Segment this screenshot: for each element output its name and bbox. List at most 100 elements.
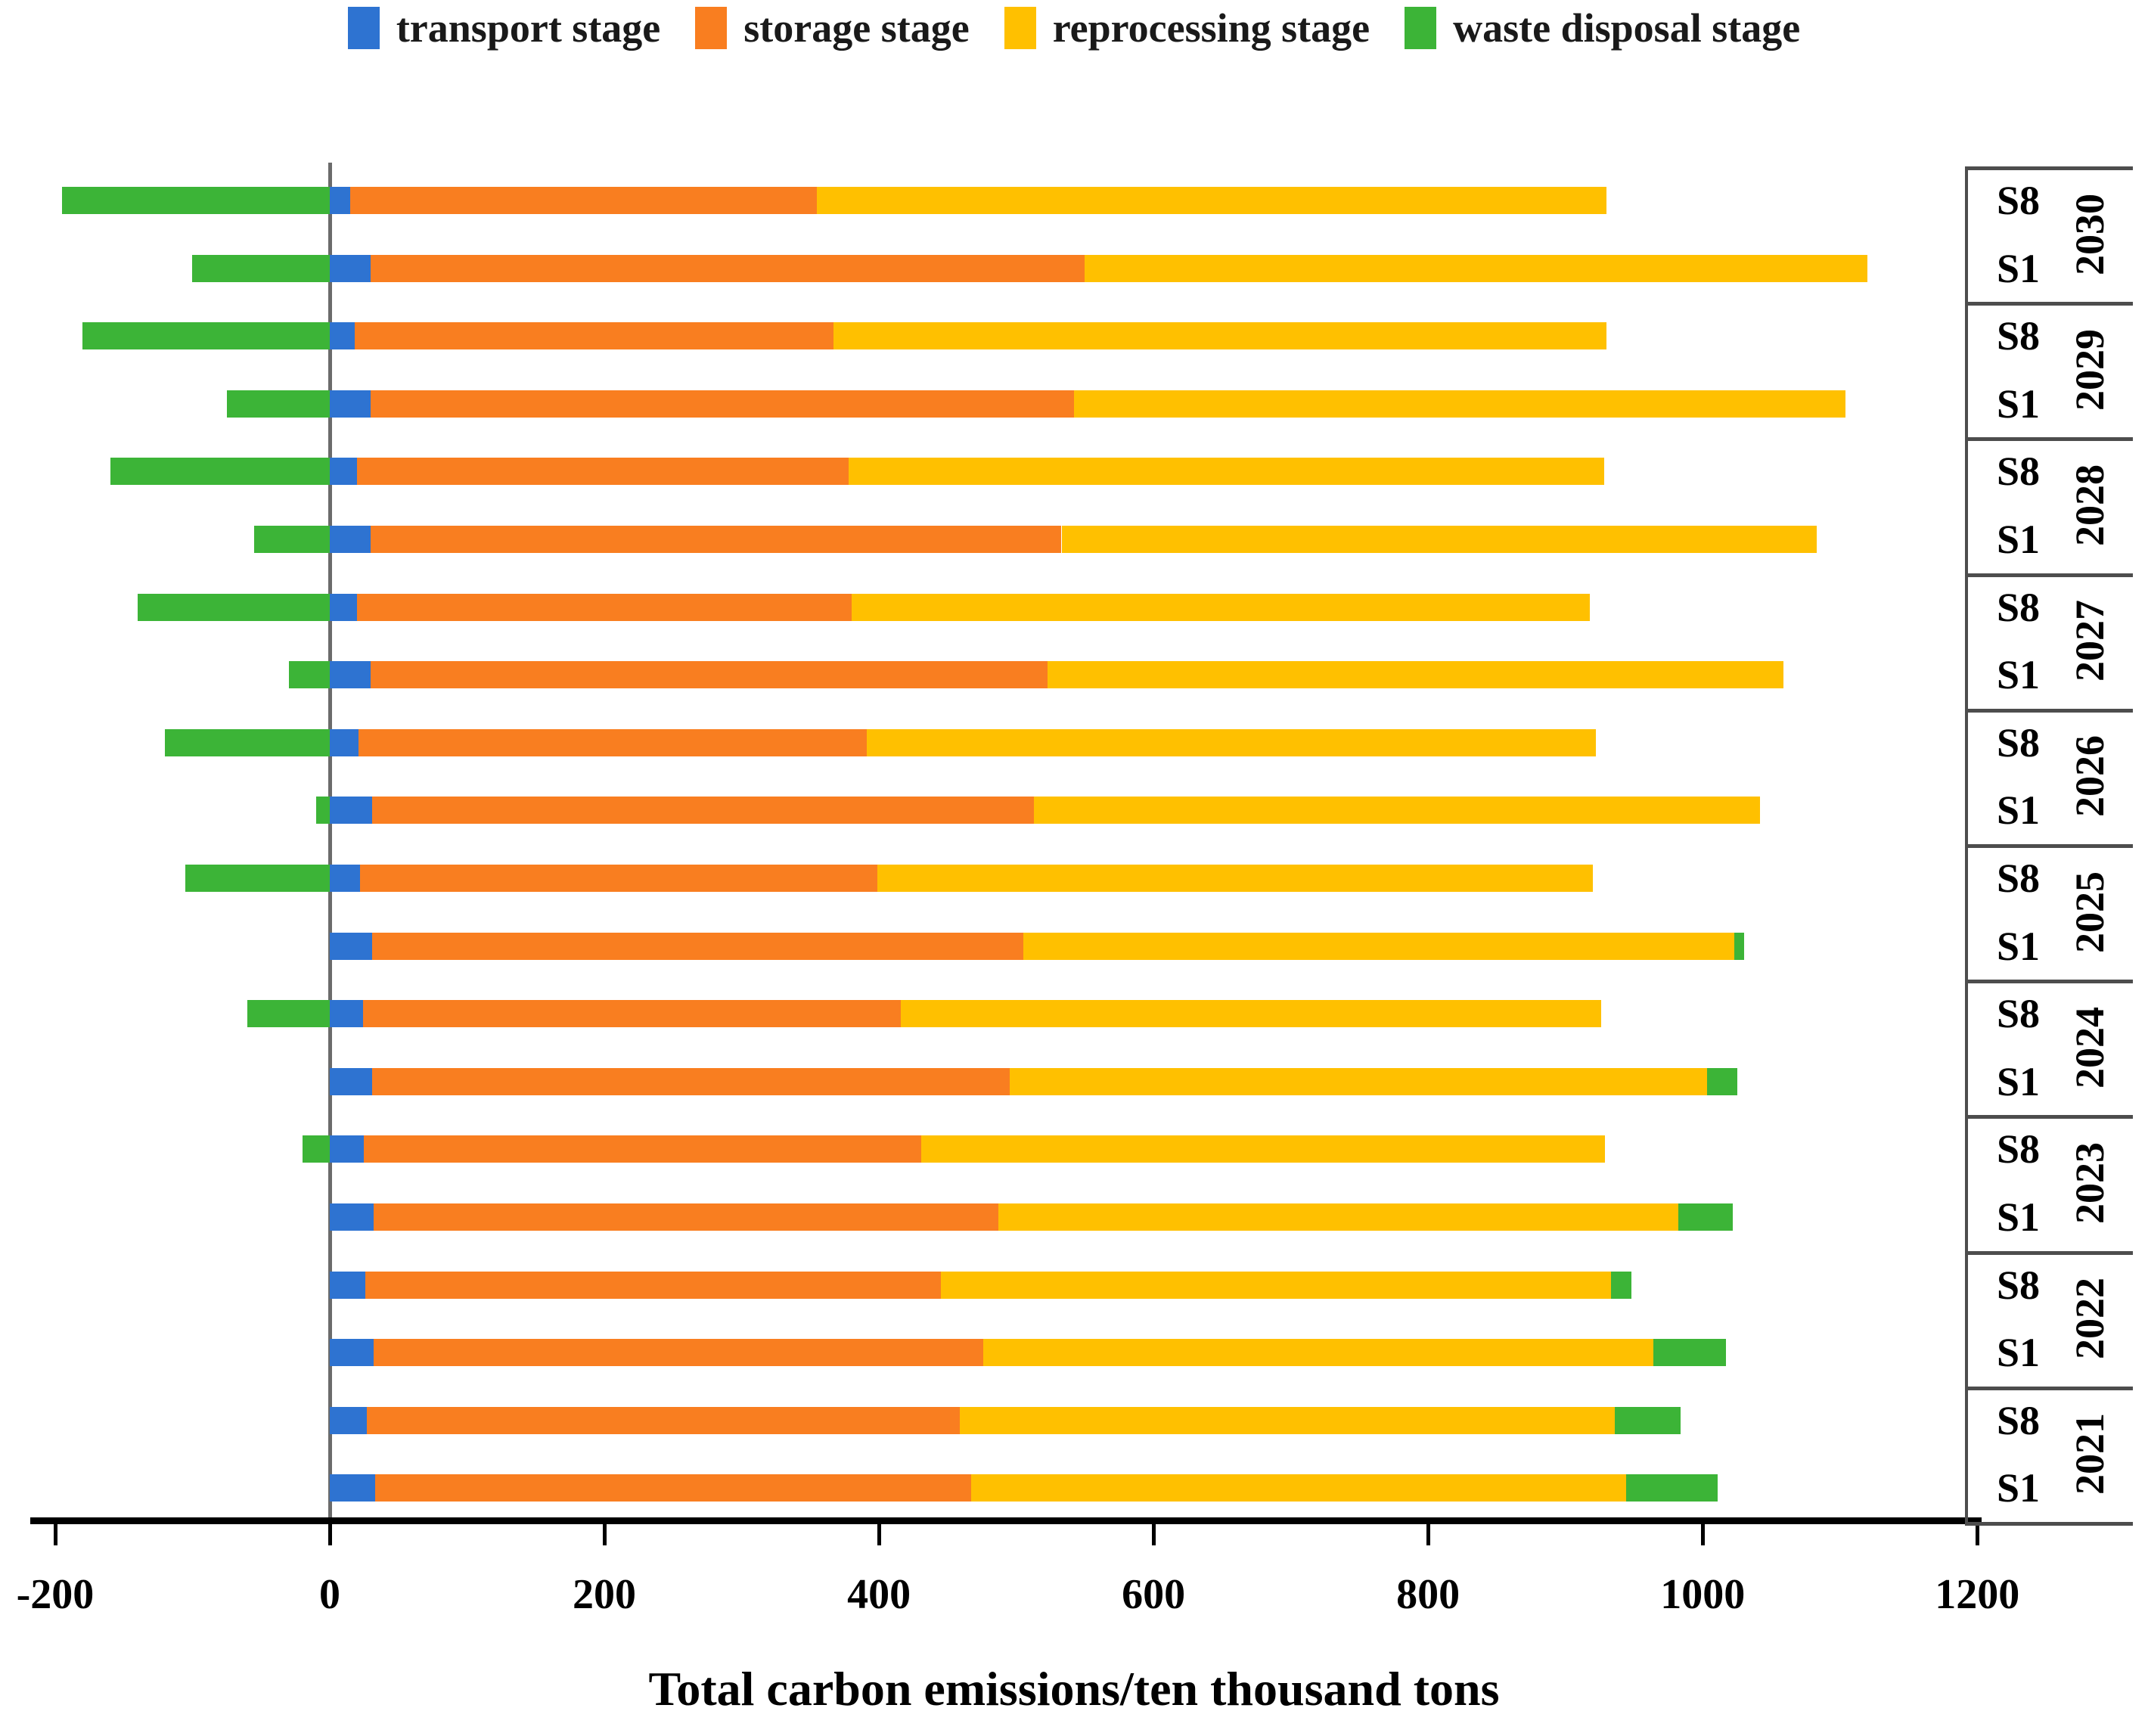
year-group-separator — [1965, 573, 2133, 577]
scenario-label: S8 — [1997, 991, 2041, 1037]
bar-segment-storage — [359, 728, 867, 756]
legend-label: waste disposal stage — [1453, 5, 1801, 51]
legend-label: storage stage — [743, 5, 970, 51]
bar-segment-reprocessing — [940, 1271, 1611, 1299]
year-label: 2025 — [2067, 871, 2112, 953]
year-label: 2024 — [2067, 1006, 2112, 1088]
legend-swatch-transport-stage — [347, 7, 380, 49]
bar-segment-waste-disposal — [1615, 1406, 1681, 1434]
bar-segment-transport — [330, 661, 371, 689]
bar-segment-transport — [330, 1000, 363, 1028]
bar-segment-reprocessing — [1061, 526, 1817, 553]
legend-swatch-waste-disposal-stage — [1405, 7, 1437, 49]
bar-segment-waste-disposal — [82, 322, 330, 350]
x-axis-tick-label: 1000 — [1660, 1571, 1746, 1618]
bar-segment-waste-disposal — [1734, 932, 1744, 960]
bar-segment-storage — [371, 390, 1074, 418]
scenario-label: S1 — [1997, 1058, 2041, 1104]
bar-segment-transport — [330, 593, 358, 621]
x-axis-title: Total carbon emissions/ten thousand tons — [648, 1662, 1500, 1716]
legend-label: reprocessing stage — [1052, 5, 1370, 51]
bar-segment-reprocessing — [998, 1203, 1678, 1231]
bar-segment-storage — [372, 932, 1023, 960]
x-axis-tick — [53, 1524, 57, 1545]
x-axis-tick — [877, 1524, 882, 1545]
bar-segment-reprocessing — [921, 1135, 1606, 1163]
scenario-label: S1 — [1997, 787, 2041, 834]
x-axis-tick-label: 400 — [847, 1571, 911, 1618]
bar-segment-storage — [371, 254, 1085, 282]
scenario-label: S8 — [1997, 1397, 2041, 1443]
bar-segment-transport — [330, 797, 373, 825]
bar-segment-waste-disposal — [110, 458, 330, 486]
year-group-separator — [1965, 1115, 2133, 1120]
year-label: 2026 — [2067, 735, 2112, 818]
year-group-separator — [1965, 302, 2133, 306]
x-axis-tick-label: 200 — [573, 1571, 637, 1618]
bar-segment-reprocessing — [1023, 932, 1734, 960]
year-group-separator — [1965, 980, 2133, 984]
bar-segment-storage — [374, 1339, 984, 1367]
bar-segment-reprocessing — [1034, 797, 1761, 825]
year-label: 2030 — [2067, 193, 2112, 275]
bar-segment-storage — [364, 1135, 922, 1163]
year-label: 2029 — [2067, 328, 2112, 411]
scenario-label: S8 — [1997, 719, 2041, 766]
bar-segment-waste-disposal — [1653, 1339, 1727, 1367]
bar-segment-reprocessing — [1009, 1067, 1707, 1095]
year-group-separator — [1965, 844, 2133, 848]
year-group-separator — [1965, 1250, 2133, 1255]
x-axis-tick — [1426, 1524, 1431, 1545]
x-axis-tick — [328, 1524, 332, 1545]
bar-segment-transport — [330, 1135, 365, 1163]
bar-segment-storage — [362, 1000, 902, 1028]
scenario-label: S8 — [1997, 1262, 2041, 1308]
x-axis-tick-label: -200 — [16, 1571, 95, 1618]
legend-item-storage-stage: storage stage — [695, 5, 970, 51]
year-label: 2021 — [2067, 1413, 2112, 1495]
bar-segment-waste-disposal — [192, 254, 330, 282]
scenario-label: S8 — [1997, 584, 2041, 630]
bar-segment-storage — [354, 322, 834, 350]
x-axis-tick — [1701, 1524, 1706, 1545]
bar-segment-transport — [330, 458, 358, 486]
bar-segment-waste-disposal — [137, 593, 330, 621]
bar-segment-waste-disposal — [1706, 1067, 1737, 1095]
bar-segment-storage — [374, 1203, 998, 1231]
bar-segment-reprocessing — [877, 865, 1593, 892]
bar-segment-storage — [374, 1474, 971, 1502]
year-group-separator — [1965, 166, 2133, 170]
year-label: 2028 — [2067, 464, 2112, 546]
x-axis-tick-label: 800 — [1396, 1571, 1460, 1618]
year-group-separator — [1965, 1386, 2133, 1390]
bar-segment-waste-disposal — [315, 797, 330, 825]
bar-segment-waste-disposal — [185, 865, 330, 892]
x-axis-tick — [1976, 1524, 1980, 1545]
bar-segment-transport — [330, 187, 351, 214]
legend-swatch-storage-stage — [695, 7, 728, 49]
scenario-label: S1 — [1997, 245, 2041, 291]
bar-segment-transport — [330, 526, 371, 553]
bar-segment-reprocessing — [960, 1406, 1616, 1434]
bar-segment-storage — [350, 187, 818, 214]
x-axis-tick-label: 1200 — [1935, 1571, 2020, 1618]
x-axis-tick-label: 600 — [1122, 1571, 1186, 1618]
scenario-label: S1 — [1997, 923, 2041, 969]
bar-segment-waste-disposal — [1610, 1271, 1631, 1299]
bar-segment-storage — [359, 865, 878, 892]
scenario-label: S1 — [1997, 652, 2041, 698]
scenario-label: S8 — [1997, 313, 2041, 359]
bar-segment-reprocessing — [849, 458, 1604, 486]
bar-segment-transport — [330, 1339, 374, 1367]
scenario-label: S8 — [1997, 178, 2041, 223]
scenario-label: S8 — [1997, 856, 2041, 901]
year-group-separator — [1965, 437, 2133, 442]
year-label: 2023 — [2067, 1142, 2112, 1224]
zero-axis-line — [328, 163, 332, 1523]
bar-segment-waste-disposal — [1625, 1474, 1718, 1502]
bar-segment-transport — [330, 728, 359, 756]
x-axis-line — [30, 1517, 1982, 1524]
year-label: 2022 — [2067, 1278, 2112, 1360]
bar-segment-storage — [371, 661, 1048, 689]
